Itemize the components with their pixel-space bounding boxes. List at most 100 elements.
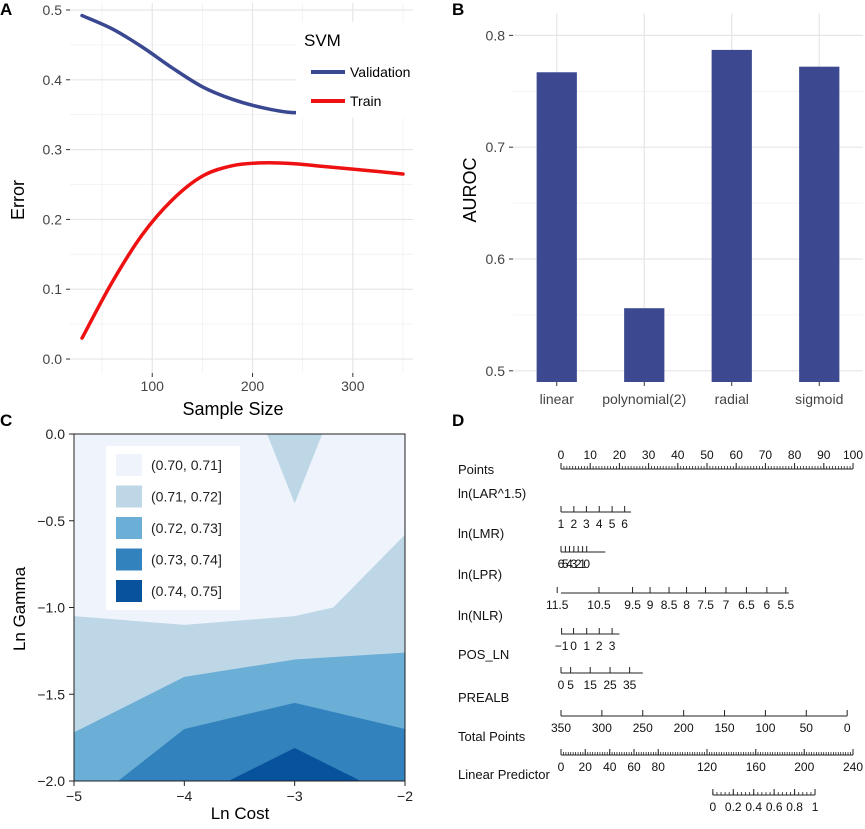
nomogram-tick-label: 40 [603, 760, 617, 774]
nomogram-tick-label: 4 [596, 517, 603, 531]
nomogram-tick-label: 3 [583, 517, 590, 531]
nomogram-tick-label: 0 [844, 721, 851, 735]
panel-c-legend-label: (0.73, 0.74] [151, 552, 222, 568]
nomogram-tick-label: 3 [571, 557, 578, 571]
nomogram-tick-label: 1 [579, 557, 586, 571]
panel-b-x-ticks: linear polynomial(2) radial sigmoid [540, 382, 843, 407]
panel-c-legend-swatch [116, 454, 142, 476]
nomogram-tick-label: 60 [627, 760, 641, 774]
nomogram-tick-label: 0 [570, 639, 577, 653]
panel-a-y-tick-label: 0.0 [43, 351, 63, 367]
panel-a-legend: SVM Validation Train [296, 22, 416, 118]
nomogram-tick-label: 50 [700, 448, 714, 462]
panel-c-y-tick-label: −1.0 [37, 600, 65, 616]
nomogram-tick-label: 35 [623, 678, 637, 692]
panel-a-x-axis-label: Sample Size [182, 399, 283, 419]
panel-a-legend-title: SVM [304, 31, 341, 50]
panel-c-legend-label: (0.70, 0.71] [151, 457, 222, 473]
nomogram-tick-label: 15 [584, 678, 598, 692]
nomogram-tick-label: 11.5 [546, 598, 569, 612]
panel-c-legend-swatch [116, 548, 142, 571]
nomogram-row-linear-predictor: Linear Predictor 0 0.2 0.4 0.6 0.8 1 [458, 767, 819, 814]
panel-c-x-tick-label: −2 [397, 788, 413, 804]
panel-c-contour-region-level-1 [267, 434, 323, 504]
nomogram-tick-label: 5 [567, 678, 574, 692]
nomogram-tick-label: 3 [609, 639, 616, 653]
panel-c-legend-swatch [116, 517, 142, 539]
nomogram-tick-label: 200 [794, 760, 814, 774]
nomogram-row-label: ln(LAR^1.5) [458, 486, 526, 501]
nomogram-row-ln-lpr-: ln(LPR) 11.5 10.5 9.5 9 8.5 8 7.5 7 6.5 6 5.5 [458, 567, 795, 612]
nomogram-tick-label: 2 [575, 557, 582, 571]
panel-a-line-chart: 0.0 0.1 0.2 0.3 0.4 0.5 100 200 300 Sample Size… [8, 2, 416, 419]
nomogram-tick-label: 0 [558, 760, 565, 774]
panel-c-contour-plot: −2.0 −1.5 −1.0 −0.5 0.0 −5 −4 −3 −2 Ln Cost Ln … [10, 426, 413, 823]
nomogram-tick-label: 0.6 [766, 800, 783, 814]
panel-b-x-tick-label: radial [715, 391, 749, 407]
panel-c-x-tick-label: −4 [176, 788, 192, 804]
nomogram-tick-label: 0 [709, 800, 716, 814]
panel-a-x-tick-label: 200 [241, 378, 265, 394]
panel-b-y-tick-label: 0.6 [486, 251, 506, 267]
panel-a-x-ticks: 100 200 300 [141, 373, 365, 394]
nomogram-row-ln-lar-1-5-: ln(LAR^1.5) 1 2 3 4 5 6 [458, 486, 632, 531]
panel-c-y-tick-label: −1.5 [37, 686, 65, 702]
panel-c-y-ticks: −2.0 −1.5 −1.0 −0.5 0.0 [37, 426, 74, 789]
nomogram-row-label: ln(NLR) [458, 608, 503, 623]
legend-label-validation: Validation [350, 64, 410, 80]
panel-b-y-tick-label: 0.8 [486, 27, 506, 43]
nomogram-tick-label: 120 [697, 760, 717, 774]
nomogram-row-label: Total Points [458, 729, 526, 744]
panel-b-y-axis-label: AUROC [460, 157, 480, 222]
panel-a-y-tick-label: 0.2 [43, 211, 63, 227]
panel-c-legend-swatch [116, 580, 142, 602]
panel-c-x-tick-label: −3 [287, 788, 303, 804]
nomogram-tick-label: 4 [566, 557, 573, 571]
panel-b-x-tick-label: sigmoid [795, 391, 843, 407]
panel-c-legend: (0.70, 0.71] (0.71, 0.72] (0.72, 0.73] (0.7… [106, 446, 240, 610]
panel-b-x-tick-label: linear [540, 391, 575, 407]
nomogram-tick-label: 100 [755, 721, 775, 735]
nomogram-row-pos-ln: POS_LN 0 5 15 25 35 [458, 647, 643, 692]
panel-c-y-axis-label: Ln Gamma [10, 566, 29, 651]
nomogram-tick-label: 9 [647, 598, 654, 612]
panel-c-contour-region-level-3 [118, 702, 405, 781]
panel-c-contour-regions [74, 434, 405, 781]
nomogram-tick-label: 5 [609, 517, 616, 531]
nomogram-tick-label: 80 [652, 760, 666, 774]
nomogram-row-label: Points [458, 462, 495, 477]
panel-c-x-tick-label: −5 [66, 788, 82, 804]
nomogram-tick-label: 10.5 [587, 598, 611, 612]
nomogram-tick-label: 160 [746, 760, 766, 774]
panel-c-y-tick-label: 0.0 [46, 426, 66, 442]
nomogram-tick-label: 8 [683, 598, 690, 612]
nomogram-tick-label: 0 [558, 678, 565, 692]
nomogram-tick-label: 70 [759, 448, 773, 462]
panel-a-x-tick-label: 300 [341, 378, 365, 394]
nomogram-tick-label: 1 [583, 639, 590, 653]
nomogram-row-label: ln(LMR) [458, 526, 504, 541]
nomogram-tick-label: 1 [812, 800, 819, 814]
nomogram-tick-label: 150 [715, 721, 735, 735]
nomogram-tick-label: 0.8 [786, 800, 803, 814]
panel-b-bar-linear [536, 72, 577, 382]
nomogram-tick-label: 50 [800, 721, 814, 735]
panel-a-y-ticks: 0.0 0.1 0.2 0.3 0.4 0.5 [43, 2, 70, 367]
nomogram-tick-label: 5.5 [777, 598, 794, 612]
nomogram-row-total-points: Total Points 0 20 40 60 80 120 160 200 240 [458, 729, 863, 774]
nomogram-tick-label: 6 [621, 517, 628, 531]
nomogram-tick-label: 240 [843, 760, 863, 774]
nomogram-tick-label: 25 [603, 678, 617, 692]
nomogram-tick-label: 30 [642, 448, 656, 462]
legend-label-train: Train [350, 93, 381, 109]
panel-b-x-tick-label: polynomial(2) [602, 391, 686, 407]
panel-c-legend-label: (0.72, 0.73] [151, 520, 222, 536]
nomogram-tick-label: 1 [558, 517, 565, 531]
nomogram-tick-label: 6 [764, 598, 771, 612]
panel-b-y-ticks: 0.5 0.6 0.7 0.8 [486, 27, 513, 379]
nomogram-tick-label: 8.5 [661, 598, 678, 612]
nomogram-tick-label: 9.5 [624, 598, 641, 612]
